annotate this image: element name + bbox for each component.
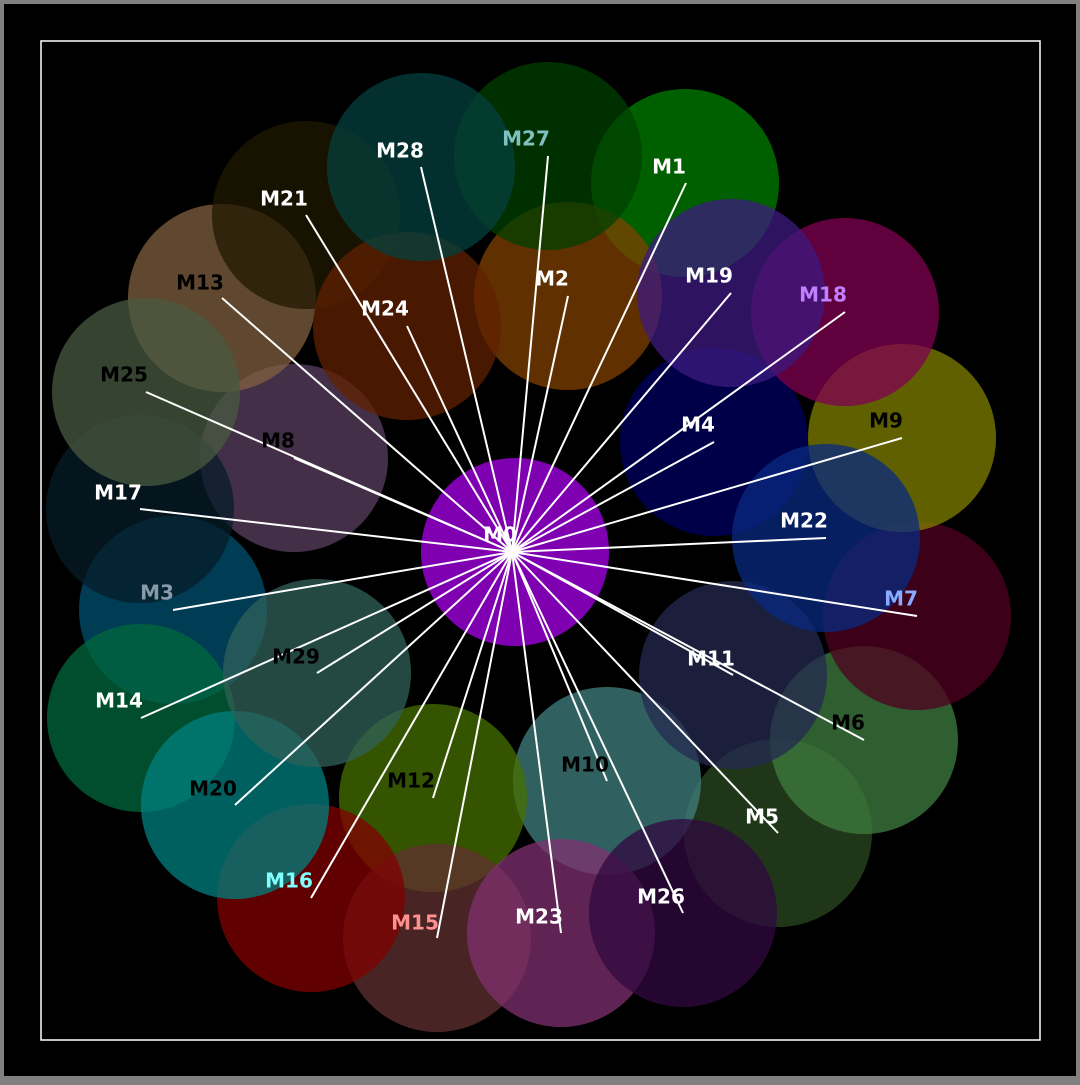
- node-label-m12: M12: [387, 769, 435, 793]
- node-label-m3: M3: [140, 581, 174, 605]
- edge-m0-m12: [432, 551, 513, 799]
- node-label-m16: M16: [265, 869, 313, 893]
- node-label-m21: M21: [260, 187, 308, 211]
- node-label-m5: M5: [745, 805, 779, 829]
- edge-m0-m2: [511, 295, 569, 553]
- edge-m0-m6: [511, 551, 865, 741]
- edge-m0-m20: [234, 551, 513, 806]
- edge-m0-m18: [511, 311, 846, 553]
- node-label-m18: M18: [799, 283, 847, 307]
- node-label-m29: M29: [272, 645, 320, 669]
- node-label-m15: M15: [391, 911, 439, 935]
- node-label-m0: M0: [483, 523, 517, 547]
- edge-m0-m10: [511, 551, 608, 782]
- node-label-m4: M4: [681, 413, 715, 437]
- edge-m0-m23: [511, 551, 562, 934]
- edge-m0-m16: [310, 551, 513, 899]
- edge-m0-m13: [221, 297, 513, 553]
- node-label-m22: M22: [780, 509, 828, 533]
- node-label-m23: M23: [515, 905, 563, 929]
- node-label-m9: M9: [869, 409, 903, 433]
- node-label-m14: M14: [95, 689, 143, 713]
- plot-border: [40, 40, 1041, 1041]
- node-label-m24: M24: [361, 297, 409, 321]
- node-label-m25: M25: [100, 363, 148, 387]
- edge-m0-m4: [511, 441, 715, 553]
- node-label-m8: M8: [261, 429, 295, 453]
- edge-m0-m26: [511, 551, 684, 914]
- edge-m0-m17: [139, 508, 513, 553]
- node-label-m6: M6: [831, 711, 865, 735]
- edge-m0-m5: [511, 551, 779, 834]
- node-label-m27: M27: [502, 127, 550, 151]
- node-label-m17: M17: [94, 481, 142, 505]
- node-label-m11: M11: [687, 647, 735, 671]
- node-label-m10: M10: [561, 753, 609, 777]
- edge-m0-m24: [406, 325, 513, 553]
- edge-m0-m22: [511, 537, 827, 553]
- node-label-m20: M20: [189, 777, 237, 801]
- edge-m0-m28: [420, 166, 513, 553]
- edge-m0-m1: [511, 182, 687, 553]
- node-label-m28: M28: [376, 139, 424, 163]
- edge-m0-m29: [316, 551, 513, 674]
- edge-m0-m9: [511, 437, 903, 553]
- edge-m0-m7: [511, 551, 918, 617]
- node-labels: M1 M2 M3 M4 M5 M6 M7 M8 M9 M10 M11 M12 M13 M14 M15 M16 M…: [94, 127, 918, 935]
- node-label-m2: M2: [535, 267, 569, 291]
- node-label-m26: M26: [637, 885, 685, 909]
- edge-m0-m19: [511, 292, 732, 553]
- edge-m0-m15: [436, 551, 513, 939]
- node-label-m19: M19: [685, 264, 733, 288]
- edges: [139, 155, 918, 939]
- edge-m0-m3: [172, 551, 513, 611]
- node-label-m7: M7: [884, 587, 918, 611]
- edge-m0-m25: [145, 391, 513, 553]
- node-label-m1: M1: [652, 155, 686, 179]
- edge-m0-m14: [140, 551, 513, 719]
- edge-m0-m21: [305, 214, 513, 553]
- edge-m0-m27: [511, 155, 549, 553]
- node-label-m13: M13: [176, 271, 224, 295]
- edge-m0-m11: [511, 551, 734, 676]
